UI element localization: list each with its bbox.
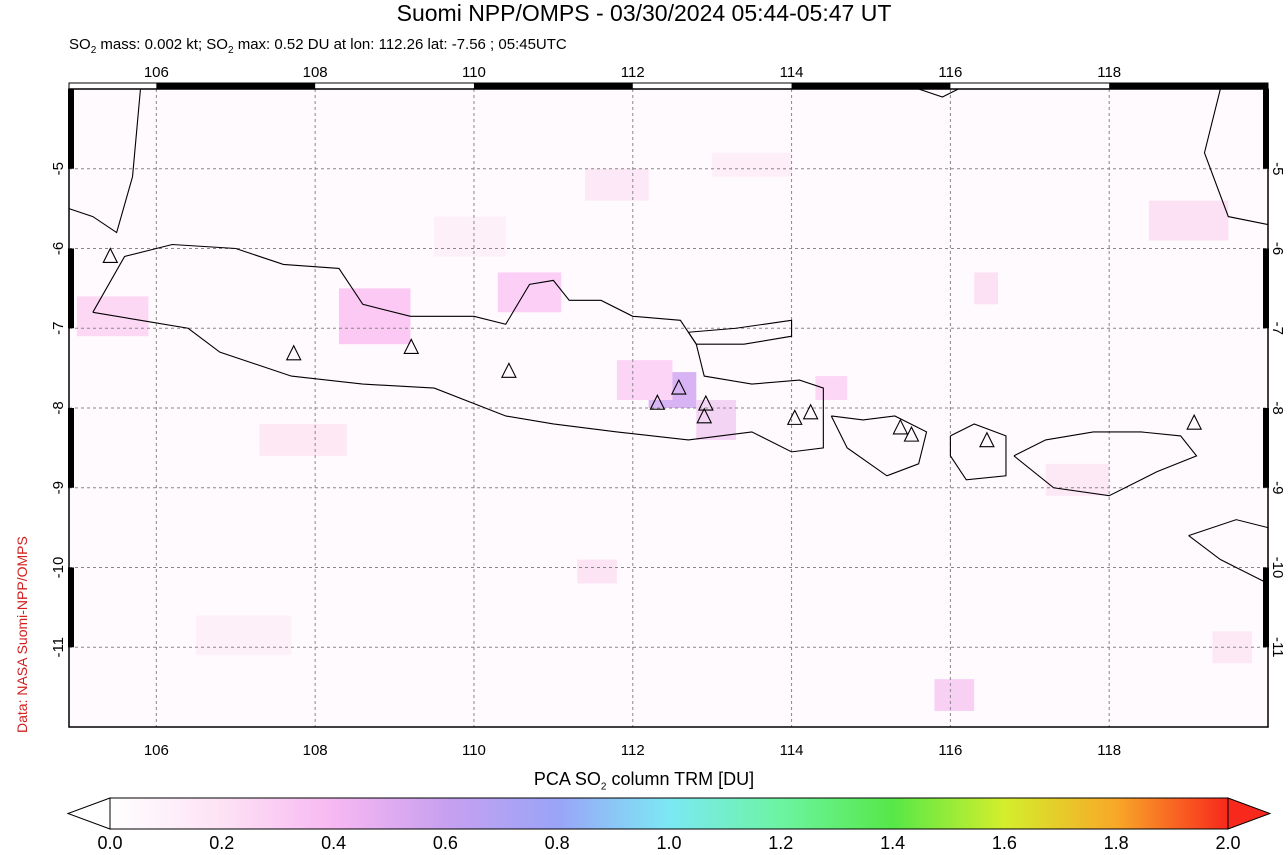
lat-tick-label: -8	[1269, 401, 1286, 414]
so2-pixel	[497, 272, 562, 313]
coastline	[1013, 431, 1198, 497]
colorbar-tick-label: 0.4	[321, 833, 347, 853]
lat-tick-label: -5	[1269, 162, 1286, 175]
so2-pixel	[712, 152, 792, 177]
lon-tick-label: 118	[1097, 742, 1121, 759]
coastline	[687, 319, 793, 345]
so2-pixel	[1148, 200, 1229, 241]
volcano-triangle-icon	[696, 407, 713, 424]
lon-tick-label: 106	[144, 64, 169, 81]
volcano-triangle-icon	[697, 394, 714, 411]
lon-tick-label: 106	[144, 742, 169, 759]
colorbar-tick-label: 1.4	[880, 833, 906, 853]
so2-pixel	[585, 168, 649, 201]
so2-pixel	[974, 272, 999, 305]
volcano-triangle-icon	[649, 393, 666, 410]
so2-pixel	[616, 360, 673, 401]
colorbar-tick-label: 1.8	[1103, 833, 1129, 853]
coastline	[830, 415, 928, 477]
colorbar-label: PCA SO2 column TRM [DU]	[533, 769, 755, 793]
map-frame	[68, 82, 1269, 728]
volcano-triangle-icon	[403, 338, 420, 354]
coastlines	[68, 88, 1269, 585]
lat-tick-label: -6	[50, 242, 67, 255]
lon-tick-label: 110	[462, 64, 486, 81]
coastline	[68, 88, 142, 234]
coastline	[92, 243, 824, 453]
map-subtitle: SO2 mass: 0.002 kt; SO2 max: 0.52 DU at …	[69, 36, 567, 56]
axis-tick-labels: 106 106 108 108 110 110 112 112 114 114 116 116 118 1…	[50, 64, 1286, 759]
so2-pixel	[196, 615, 292, 656]
so2-pixel	[76, 296, 149, 337]
lon-tick-label: 114	[780, 742, 804, 759]
lat-tick-label: -9	[1269, 481, 1286, 494]
lat-tick-label: -10	[1269, 557, 1286, 579]
volcano-triangle-icon	[670, 378, 687, 395]
lat-tick-label: -11	[1269, 637, 1286, 658]
lat-tick-label: -8	[50, 401, 67, 414]
colorbar-tick-label: 1.6	[991, 833, 1017, 853]
lat-tick-label: -6	[1269, 242, 1286, 255]
lon-tick-label: 114	[780, 64, 804, 81]
volcano-triangle-icon	[501, 362, 517, 378]
coastline	[1203, 88, 1269, 226]
lat-tick-label: -11	[50, 637, 67, 658]
so2-pixel	[434, 216, 506, 257]
lon-tick-label: 112	[621, 64, 645, 81]
so2-pixel	[934, 679, 975, 712]
lon-tick-label: 112	[621, 742, 645, 759]
volcano-triangle-icon	[892, 418, 909, 435]
lon-tick-label: 110	[462, 742, 486, 759]
colorbar-low-arrow	[66, 797, 111, 830]
colorbar-high-arrow	[1227, 797, 1272, 830]
volcano-triangle-icon	[285, 344, 302, 361]
volcano-triangle-icon	[903, 425, 920, 442]
lat-tick-label: -5	[50, 162, 67, 175]
lon-tick-label: 108	[303, 64, 328, 81]
colorbar-tick-label: 0.8	[544, 833, 570, 853]
lat-tick-label: -7	[50, 322, 67, 335]
so2-pixel	[259, 423, 347, 456]
coastline	[918, 88, 959, 98]
graticule	[69, 89, 1268, 727]
volcano-triangle-icon	[1186, 413, 1203, 430]
coastline	[949, 423, 1007, 481]
lon-tick-label: 116	[938, 742, 962, 759]
lat-tick-label: -7	[1269, 322, 1286, 335]
colorbar-tick-label: 0.6	[432, 833, 458, 853]
colorbar-tick-label: 1.2	[768, 833, 794, 853]
lon-tick-label: 118	[1097, 64, 1121, 81]
lat-tick-label: -9	[50, 481, 67, 494]
colorbar-tick-label: 0.2	[209, 833, 235, 853]
so2-pixel	[1045, 463, 1110, 496]
volcano-triangle-icon	[802, 403, 819, 420]
colorbar-tick-label: 1.0	[656, 833, 682, 853]
lat-tick-label: -10	[50, 557, 67, 579]
so2-pixel	[338, 288, 411, 345]
so2-pixel	[577, 559, 617, 584]
volcano-triangle-icon	[102, 247, 119, 264]
lon-tick-label: 116	[938, 64, 962, 81]
so2-pixel	[815, 376, 848, 401]
so2-pixel-layer	[69, 89, 1268, 727]
map-title: Suomi NPP/OMPS - 03/30/2024 05:44-05:47 …	[396, 0, 892, 26]
colorbar	[66, 797, 1272, 830]
colorbar-gradient	[109, 797, 1229, 830]
volcano-markers	[102, 247, 1203, 448]
lon-tick-label: 108	[303, 742, 328, 759]
volcano-triangle-icon	[979, 431, 995, 448]
colorbar-tick-label: 2.0	[1215, 833, 1241, 853]
so2-pixel	[696, 400, 736, 440]
colorbar-tick-label: 0.0	[97, 833, 123, 853]
volcano-triangle-icon	[786, 409, 803, 425]
